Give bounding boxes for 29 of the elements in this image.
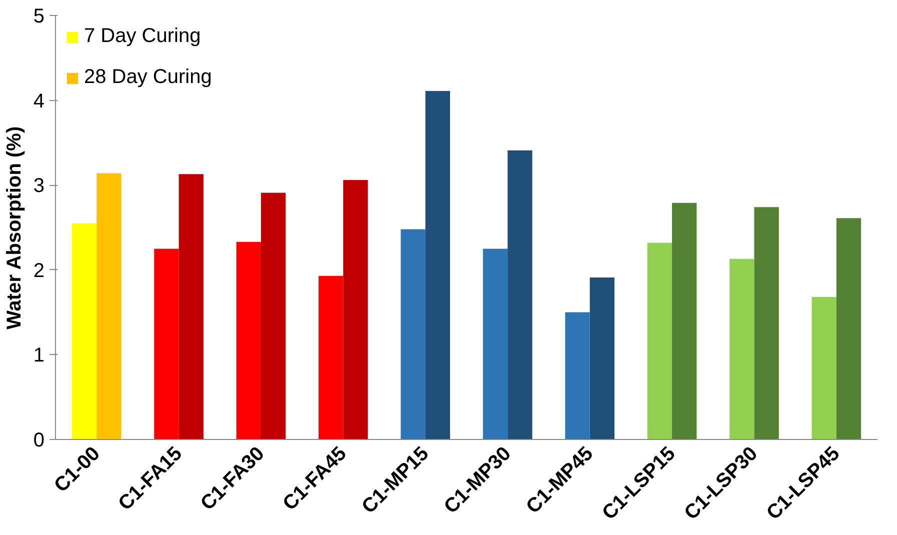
bar [730, 258, 754, 440]
bar [96, 173, 122, 440]
bar [261, 192, 286, 440]
bar [647, 242, 672, 440]
bar [565, 312, 590, 440]
bar [590, 278, 614, 440]
bar [754, 207, 779, 440]
y-tick-label: 2 [33, 260, 44, 282]
bar [508, 150, 532, 440]
y-tick-label: 1 [33, 344, 44, 367]
legend-label: 7 Day Curing [84, 25, 201, 48]
y-tick-label: 5 [33, 6, 44, 28]
bar [236, 242, 261, 440]
y-tick-label: 4 [33, 90, 44, 112]
y-axis-title: Water Absorption (%) [3, 126, 26, 330]
bar [425, 90, 450, 440]
bar [482, 248, 508, 440]
bar [343, 180, 368, 440]
bar [72, 223, 97, 440]
y-tick-label: 0 [33, 430, 44, 452]
bar [812, 297, 836, 440]
bar [836, 218, 862, 440]
bar [672, 202, 697, 440]
legend-label: 28 Day Curing [84, 66, 212, 89]
bar [178, 174, 204, 440]
bar [154, 248, 179, 440]
bar [400, 229, 426, 440]
y-tick-label: 3 [33, 175, 44, 198]
bar [318, 276, 344, 440]
